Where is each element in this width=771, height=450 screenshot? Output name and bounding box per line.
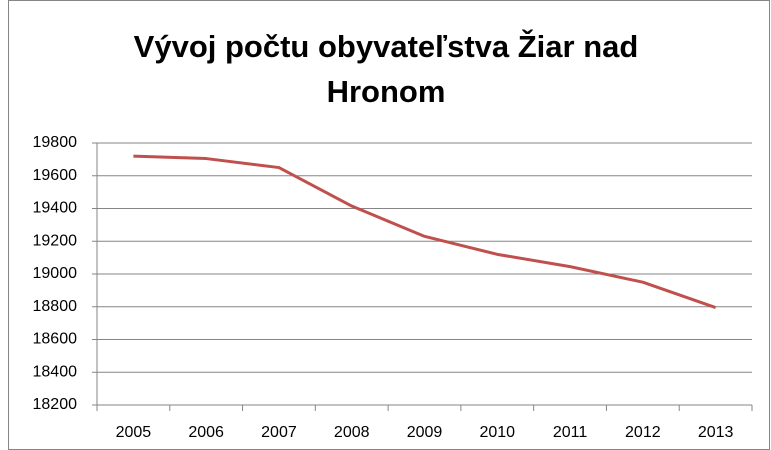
- x-tick-label: 2010: [479, 424, 515, 441]
- y-tick-label: 18600: [33, 331, 78, 348]
- y-tick-label: 18400: [33, 363, 78, 380]
- y-tick-label: 18800: [33, 298, 78, 315]
- y-tick-label: 19600: [33, 167, 78, 184]
- y-tick-label: 19000: [33, 265, 78, 282]
- x-tick-label: 2008: [334, 424, 370, 441]
- chart-title: Vývoj počtu obyvateľstva Žiar nad Hronom: [133, 29, 639, 109]
- y-tick-label: 19400: [33, 200, 78, 217]
- x-tick-label: 2009: [407, 424, 443, 441]
- x-tick-label: 2005: [116, 424, 152, 441]
- y-tick-label: 19800: [33, 134, 78, 151]
- data-line: [133, 154, 717, 309]
- x-tick-label: 2012: [625, 424, 661, 441]
- y-tick-label: 19200: [33, 232, 78, 249]
- x-tick-label: 2007: [261, 424, 297, 441]
- x-tick-label: 2011: [553, 424, 588, 441]
- y-tick-label: 18200: [33, 396, 78, 413]
- x-tick-label: 2013: [698, 424, 734, 441]
- x-tick-label: 2006: [188, 424, 224, 441]
